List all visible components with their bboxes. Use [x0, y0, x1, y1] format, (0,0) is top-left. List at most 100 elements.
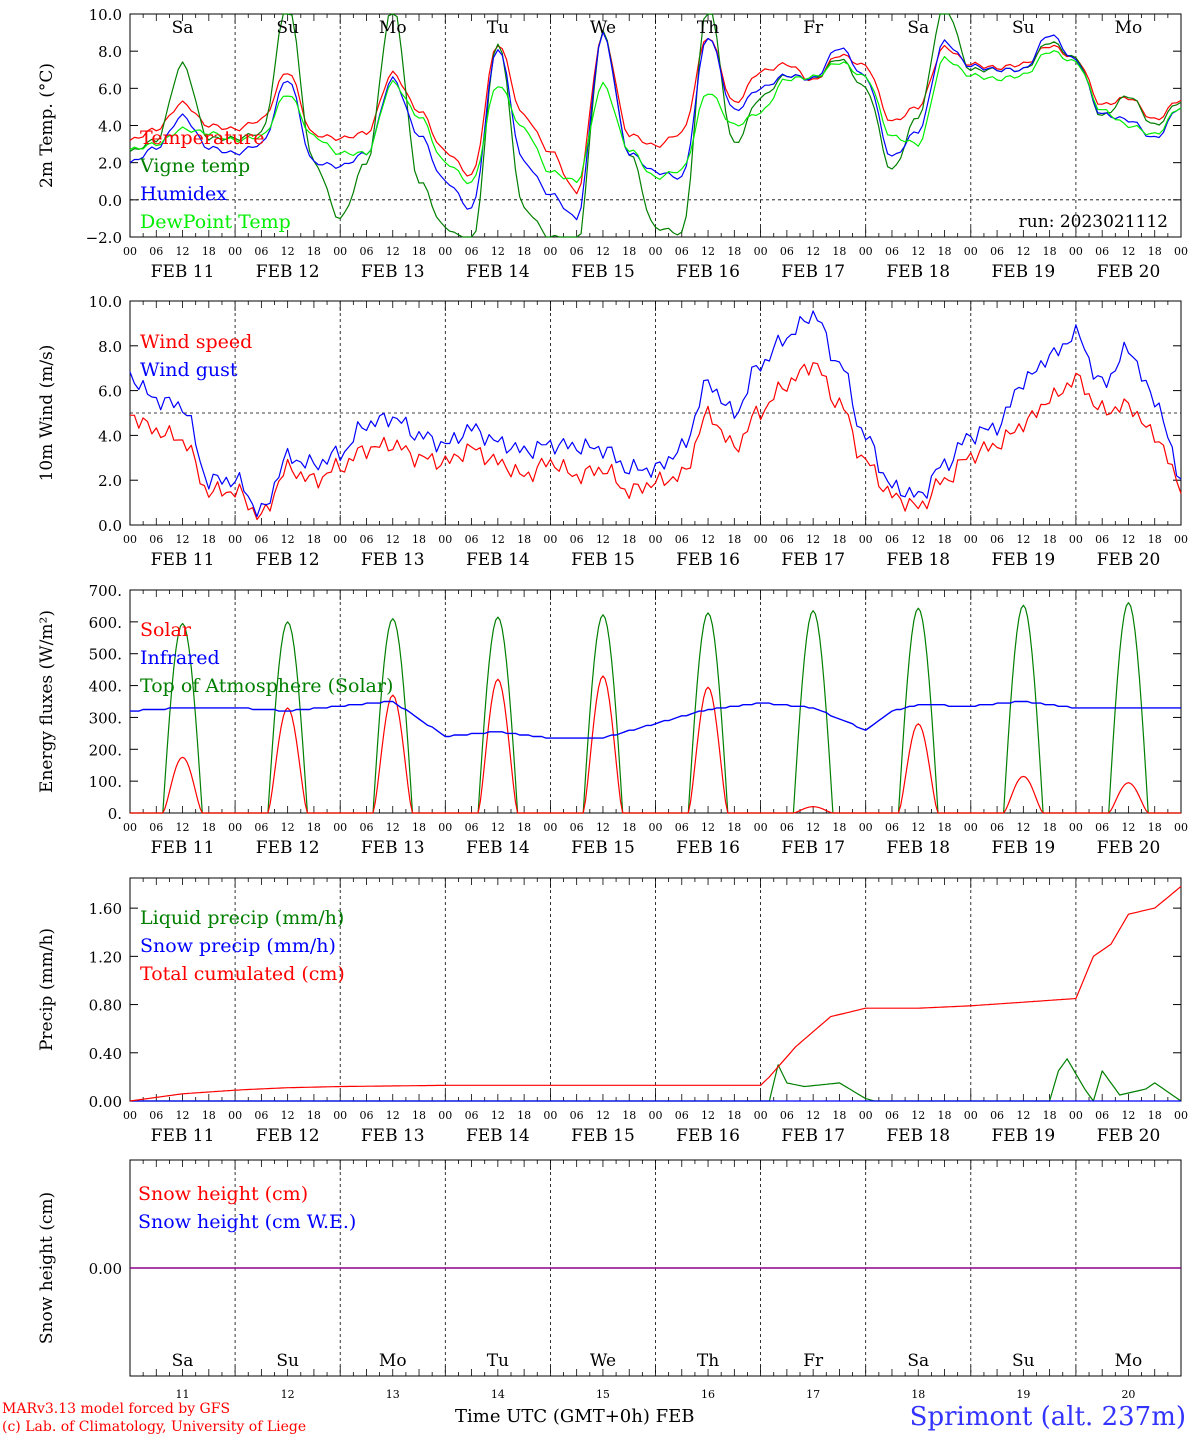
legend-entry: DewPoint Temp	[140, 211, 291, 233]
hour-label: 00	[964, 533, 978, 546]
x-axis-label: Time UTC (GMT+0h) FEB	[455, 1406, 694, 1427]
y-tick-label: 400.	[89, 678, 122, 696]
hour-label: 00	[333, 245, 347, 258]
hour-label: 12	[491, 245, 505, 258]
hour-label: 06	[990, 245, 1004, 258]
run-annotation: run: 2023021112	[1019, 212, 1168, 232]
weekday-label: Mo	[1115, 1351, 1143, 1371]
hour-label: 18	[832, 1109, 846, 1122]
credit-text: MARv3.13 model forced by GFS (c) Lab. of…	[2, 1400, 306, 1436]
y-axis-label: 10m Wind (m/s)	[37, 345, 57, 482]
date-label: FEB 20	[1097, 262, 1161, 282]
hour-label: 12	[701, 533, 715, 546]
hour-label: 18	[727, 1109, 741, 1122]
hour-label: 06	[254, 533, 268, 546]
hour-label: 12	[701, 1109, 715, 1122]
date-label: FEB 19	[991, 550, 1055, 570]
weekday-label: Su	[1012, 18, 1035, 38]
y-tick-label: 1.20	[89, 948, 122, 966]
hour-label: 12	[281, 821, 295, 834]
location-title: Sprimont (alt. 237m)	[909, 1402, 1186, 1432]
hour-label: 12	[1016, 245, 1030, 258]
legend-entry: Infrared	[140, 647, 220, 669]
legend-entry: Total cumulated (cm)	[140, 963, 345, 985]
day-number: 11	[176, 1388, 190, 1401]
hour-label: 06	[254, 821, 268, 834]
y-tick-label: 4.0	[98, 427, 122, 445]
hour-label: 18	[1148, 533, 1162, 546]
date-label: FEB 17	[781, 838, 845, 858]
hour-label: 00	[543, 1109, 557, 1122]
hour-label: 18	[412, 1109, 426, 1122]
hour-label: 18	[202, 245, 216, 258]
x-axis-title: Time UTC (GMT+0h)	[455, 1406, 650, 1427]
date-label: FEB 15	[571, 262, 635, 282]
hour-label: 00	[754, 533, 768, 546]
hour-label: 00	[964, 245, 978, 258]
date-label: FEB 15	[571, 1126, 635, 1146]
hour-label: 06	[570, 245, 584, 258]
weekday-label: Su	[1012, 1351, 1035, 1371]
date-label: FEB 13	[361, 838, 425, 858]
legend-entry: Snow height (cm W.E.)	[138, 1211, 356, 1233]
hour-label: 06	[675, 533, 689, 546]
hour-label: 12	[386, 245, 400, 258]
hour-label: 00	[754, 1109, 768, 1122]
y-axis-label: Energy fluxes (W/m²)	[37, 610, 57, 793]
hour-label: 12	[176, 533, 190, 546]
date-label: FEB 13	[361, 262, 425, 282]
hour-label: 12	[176, 821, 190, 834]
y-tick-label: 2.0	[98, 472, 122, 490]
weekday-label: Mo	[1115, 18, 1143, 38]
panel-2: 10.0 8.0 6.0 4.0 2.0 0.0 10m Wind (m/s) Wind sp…	[37, 293, 1182, 535]
panel-4: 1.60 1.20 0.80 0.40 0.00 Precip (mm/h) Liquid …	[37, 877, 1182, 1111]
y-tick-label: 0.0	[98, 517, 122, 535]
hour-label: 06	[990, 821, 1004, 834]
hour-label: 18	[832, 821, 846, 834]
weekday-label: Sa	[907, 1351, 929, 1371]
date-label: FEB 19	[991, 1126, 1055, 1146]
date-label: FEB 19	[991, 838, 1055, 858]
hour-label: 12	[596, 245, 610, 258]
date-label: FEB 12	[256, 550, 320, 570]
y-tick-label: 0.00	[89, 1093, 122, 1111]
hour-label: 06	[570, 1109, 584, 1122]
y-tick-label: 500.	[89, 646, 122, 664]
hour-label: 12	[1121, 533, 1135, 546]
hour-label: 12	[911, 245, 925, 258]
date-label: FEB 17	[781, 550, 845, 570]
hour-label: 00	[333, 1109, 347, 1122]
series-wind-gust	[129, 310, 1182, 518]
hour-label: 06	[149, 1109, 163, 1122]
y-tick-label: 6.0	[98, 80, 122, 98]
hour-label: 06	[465, 821, 479, 834]
y-tick-label: 0.40	[89, 1045, 122, 1063]
hour-label: 00	[649, 821, 663, 834]
hour-label: 18	[517, 1109, 531, 1122]
hour-label: 00	[964, 1109, 978, 1122]
date-label: FEB 14	[466, 838, 530, 858]
hour-label: 00	[1174, 821, 1188, 834]
hour-label: 18	[622, 245, 636, 258]
hour-label: 18	[938, 1109, 952, 1122]
hour-label: 00	[964, 821, 978, 834]
legend-entry: Snow precip (mm/h)	[140, 935, 336, 957]
hour-label: 12	[176, 1109, 190, 1122]
y-tick-label: 8.0	[98, 43, 122, 61]
date-label: FEB 13	[361, 1126, 425, 1146]
day-number: 18	[911, 1388, 925, 1401]
hour-label: 00	[649, 533, 663, 546]
hour-label: 00	[1174, 245, 1188, 258]
hour-label: 18	[727, 533, 741, 546]
meteogram: 10.0 8.0 6.0 4.0 2.0 0.0 −2.0 2m Temp. (°C) Sa Su…	[37, 6, 1188, 1401]
series-dewpoint-temp	[129, 50, 1182, 185]
date-label: FEB 13	[361, 550, 425, 570]
hour-label: 12	[596, 533, 610, 546]
hour-label: 00	[333, 533, 347, 546]
hour-label: 00	[543, 821, 557, 834]
date-label: FEB 15	[571, 838, 635, 858]
hour-label: 18	[412, 245, 426, 258]
weekday-label: Th	[697, 1351, 719, 1371]
hour-label: 12	[176, 245, 190, 258]
hour-label: 18	[412, 533, 426, 546]
